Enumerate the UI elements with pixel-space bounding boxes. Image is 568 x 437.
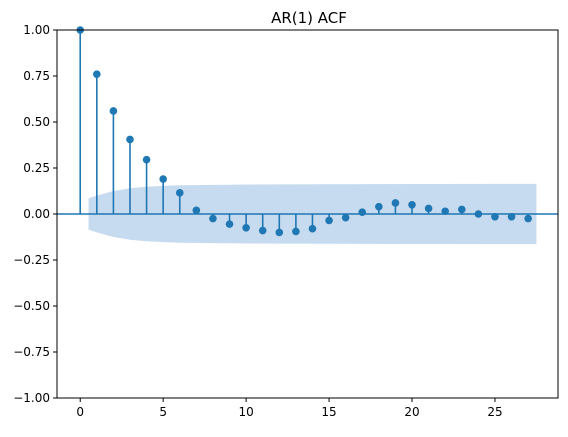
acf-point-lag-8 <box>209 214 217 223</box>
acf-point-lag-18 <box>375 202 383 211</box>
y-tick-label: 1.00 <box>23 23 50 37</box>
acf-point-lag-17 <box>358 208 367 216</box>
acf-point-lag-15 <box>325 216 333 225</box>
acf-point-lag-3 <box>126 135 134 144</box>
acf-point-lag-7 <box>192 206 201 215</box>
x-tick-label: 0 <box>76 405 84 419</box>
x-tick-label: 25 <box>487 405 502 419</box>
acf-point-lag-12 <box>275 228 284 237</box>
x-tick-label: 5 <box>159 405 167 419</box>
acf-point-lag-2 <box>109 107 118 115</box>
x-tick-label: 20 <box>404 405 419 419</box>
acf-point-lag-1 <box>93 70 101 78</box>
acf-point-lag-6 <box>175 189 184 197</box>
acf-point-lag-10 <box>242 224 250 232</box>
acf-point-lag-16 <box>341 213 350 222</box>
acf-point-lag-23 <box>457 205 466 214</box>
acf-point-lag-14 <box>308 224 317 233</box>
acf-point-lag-26 <box>507 212 516 221</box>
acf-point-lag-11 <box>258 226 267 235</box>
y-tick-label: 0.00 <box>23 207 50 221</box>
acf-point-lag-22 <box>441 207 449 216</box>
x-axis-ticks: 0 5 10 15 20 25 <box>76 398 503 419</box>
x-tick-label: 10 <box>238 405 253 419</box>
y-tick-label: −1.00 <box>13 391 50 405</box>
y-tick-label: 0.75 <box>23 69 50 83</box>
acf-point-lag-21 <box>424 204 433 213</box>
acf-point-lag-25 <box>491 212 499 221</box>
acf-point-lag-20 <box>408 201 416 209</box>
acf-point-lag-27 <box>524 214 532 223</box>
acf-point-lag-19 <box>391 199 400 207</box>
acf-point-lag-13 <box>292 227 300 236</box>
y-tick-label: 0.50 <box>23 115 50 129</box>
y-tick-label: −0.75 <box>13 345 50 359</box>
y-axis-ticks: 1.00 0.75 0.50 0.25 0.00 −0.25 −0.50 −0.75 −1.00 <box>13 23 57 405</box>
marker-layer <box>76 26 532 237</box>
y-tick-label: −0.50 <box>13 299 50 313</box>
y-tick-label: −0.25 <box>13 253 50 267</box>
x-tick-label: 15 <box>321 405 336 419</box>
acf-point-lag-24 <box>474 210 483 218</box>
acf-point-lag-5 <box>159 175 167 183</box>
y-tick-label: 0.25 <box>23 161 50 175</box>
chart-title: AR(1) ACF <box>271 9 347 27</box>
acf-point-lag-4 <box>142 155 151 164</box>
acf-point-lag-9 <box>225 220 234 228</box>
